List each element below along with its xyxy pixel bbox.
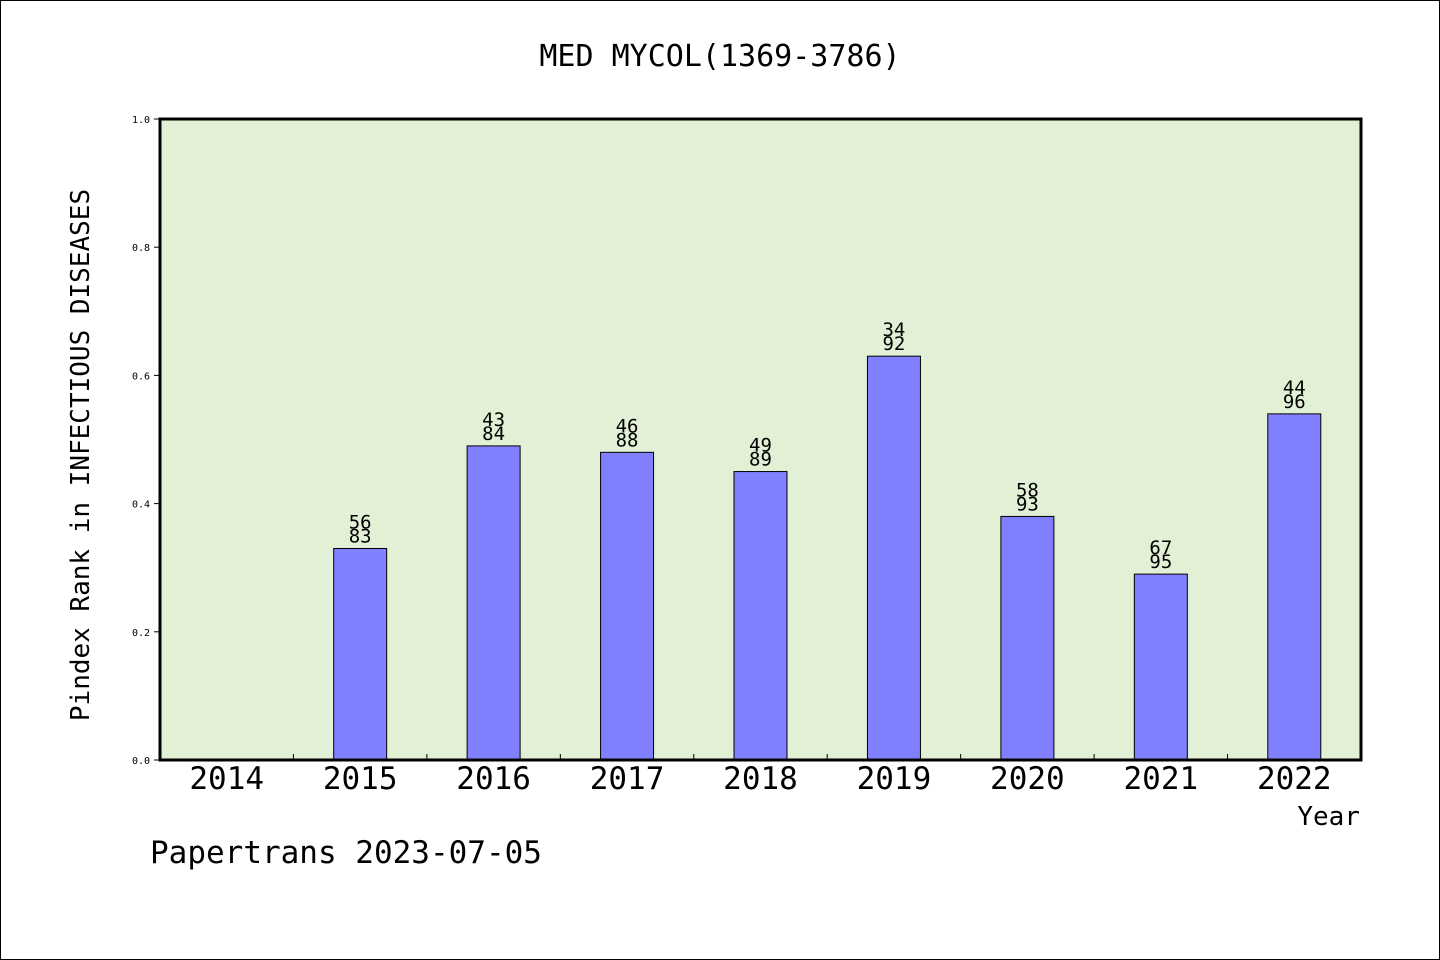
bar-2022	[1267, 413, 1322, 761]
bar-2015	[333, 547, 388, 761]
y-tick-label: 0.2	[132, 628, 150, 639]
y-tick-label: 0.4	[132, 500, 150, 511]
bar-label-rank-2018: 49	[749, 435, 772, 457]
bar-label-rank-2020: 58	[1016, 479, 1039, 501]
y-tick-label: 1.0	[132, 115, 150, 126]
bar-2018	[733, 471, 788, 761]
bar-label-rank-2021: 67	[1149, 537, 1172, 559]
y-axis-label: Pindex Rank in INFECTIOUS DISEASES	[66, 189, 96, 721]
bar-label-rank-2016: 43	[482, 409, 505, 431]
bar-label-percentile-2021: 95	[1149, 551, 1172, 573]
y-tick-label: 0.0	[132, 756, 150, 767]
bar-label-percentile-2016: 84	[482, 423, 505, 445]
bar-label-rank-2022: 44	[1283, 377, 1306, 399]
bar-label-rank-2019: 34	[882, 319, 905, 341]
bar-label-percentile-2020: 93	[1016, 493, 1039, 515]
y-tick-label: 0.8	[132, 243, 150, 254]
chart-title: MED MYCOL(1369-3786)	[539, 39, 900, 74]
bar-2016	[466, 445, 521, 761]
y-tick-label: 0.6	[132, 371, 150, 382]
bar-2019	[866, 355, 921, 761]
x-axis: 2014 2015 2016 2017 2018 2019 2020 2021 2022	[189, 754, 1332, 797]
x-tick-label-2021: 2021	[1124, 761, 1199, 797]
x-tick-label-2017: 2017	[590, 761, 665, 797]
bar-label-percentile-2019: 92	[882, 333, 905, 355]
plot-border	[158, 117, 1363, 762]
bar-label-percentile-2022: 96	[1283, 391, 1306, 413]
bar-label-rank-2015: 56	[349, 511, 372, 533]
x-tick-label-2022: 2022	[1257, 761, 1332, 797]
bar-2020	[1000, 515, 1055, 761]
x-tick-label-2014: 2014	[189, 761, 264, 797]
x-tick-label-2019: 2019	[857, 761, 932, 797]
bar-label-percentile-2018: 89	[749, 449, 772, 471]
x-tick-label-2018: 2018	[723, 761, 798, 797]
bar-2017	[600, 451, 655, 761]
bar-label-percentile-2017: 88	[616, 429, 639, 451]
x-tick-label-2015: 2015	[323, 761, 398, 797]
bar-2021	[1133, 573, 1188, 761]
bar-label-rank-2017: 46	[616, 415, 639, 437]
x-tick-label-2020: 2020	[990, 761, 1065, 797]
footer-credit: Papertrans 2023-07-05	[150, 835, 542, 871]
x-axis-label: Year	[1297, 802, 1360, 832]
x-tick-label-2016: 2016	[456, 761, 531, 797]
bar-label-percentile-2015: 83	[349, 525, 372, 547]
y-axis: 0.0 0.2 0.4 0.6 0.8 1.0	[132, 115, 160, 767]
